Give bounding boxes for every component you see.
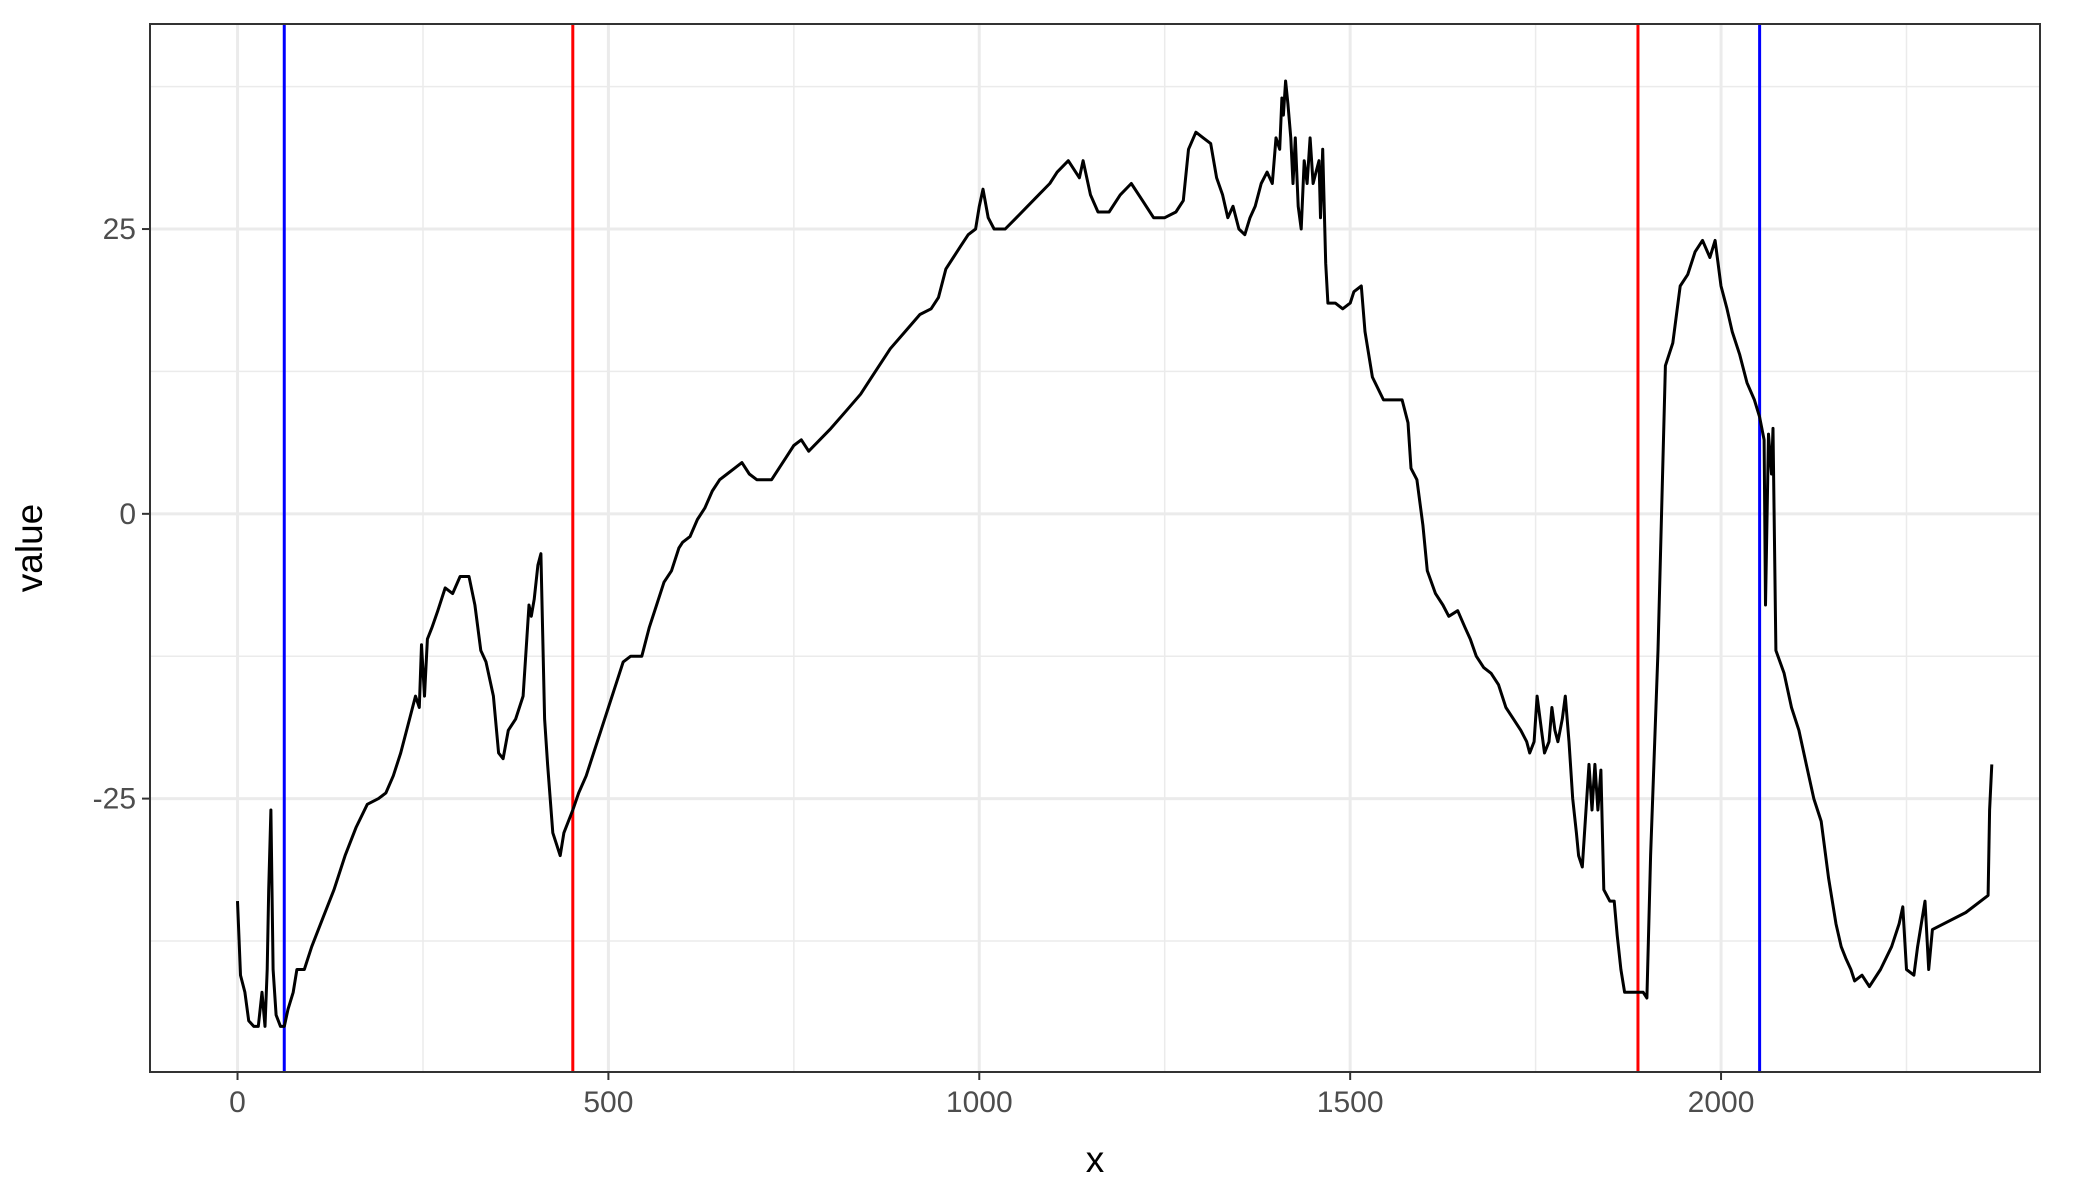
x-axis-title: x <box>1086 1139 1105 1180</box>
grid-major <box>150 24 2040 1072</box>
x-axis-ticks: 0 500 1000 1500 2000 <box>229 1072 1754 1119</box>
y-axis-title: value <box>9 504 50 592</box>
x-tick-label: 2000 <box>1688 1086 1755 1119</box>
series-line <box>236 79 1994 1028</box>
reference-lines <box>282 24 1762 1072</box>
grid-minor <box>150 24 2040 1072</box>
x-tick-label: 1000 <box>946 1086 1013 1119</box>
y-axis-ticks: -25 0 25 <box>93 213 150 816</box>
plot-panel <box>150 24 2040 1072</box>
x-tick-label: 500 <box>583 1086 633 1119</box>
x-tick-label: 0 <box>229 1086 246 1119</box>
panel-border <box>149 23 2041 1073</box>
x-tick-label: 1500 <box>1317 1086 1384 1119</box>
y-tick-label: 25 <box>103 213 136 246</box>
y-tick-label: 0 <box>119 498 136 531</box>
y-tick-label: -25 <box>93 783 136 816</box>
